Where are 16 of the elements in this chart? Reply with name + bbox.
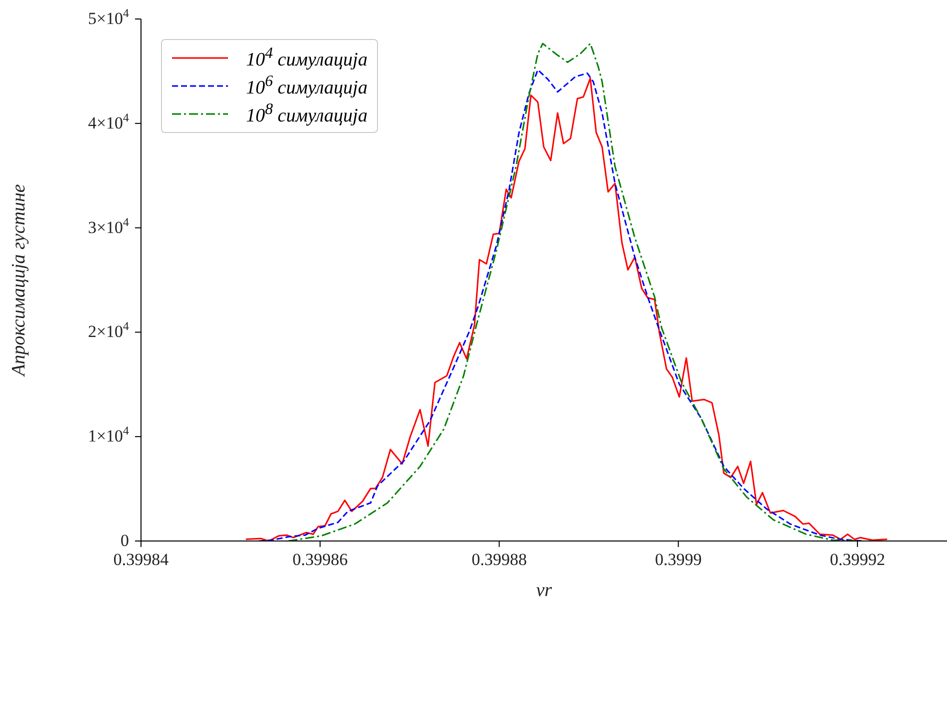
- y-axis-title: Апроксимација густине: [8, 184, 30, 378]
- x-tick-label: 0.39986: [292, 550, 348, 569]
- x-tick-label: 0.39988: [472, 550, 527, 569]
- y-tick-label: 3×10$^{4}$: [88, 214, 130, 237]
- y-tick-label: 2×10$^{4}$: [88, 319, 130, 342]
- x-tick-label: 0.39984: [113, 550, 170, 569]
- x-tick-label: 0.39992: [830, 550, 886, 569]
- x-tick-label: 0.3999: [654, 550, 702, 569]
- legend-label: 10$^{4}$ симулација: [246, 44, 368, 72]
- legend-label: 10$^{6}$ симулација: [246, 72, 368, 100]
- legend-label: 10$^{8}$ симулација: [246, 100, 368, 128]
- y-tick-label: 1×10$^{4}$: [88, 424, 130, 446]
- x-axis-title: vr: [536, 580, 553, 601]
- y-tick-label: 4×10$^{4}$: [88, 110, 130, 132]
- y-tick-label: 0: [120, 531, 129, 550]
- y-tick-label: 5×10$^{4}$: [88, 6, 130, 28]
